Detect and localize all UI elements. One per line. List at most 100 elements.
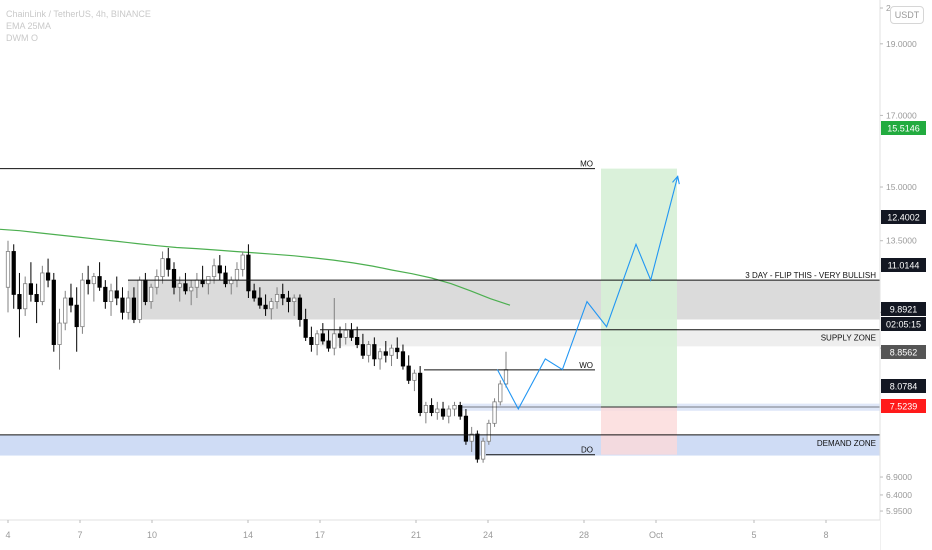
candle-body (406, 365, 411, 381)
price-badge-bg (881, 399, 926, 413)
candle-body (486, 422, 491, 442)
candle-body (177, 283, 182, 288)
candle-body (292, 297, 297, 302)
candle-body (223, 272, 228, 285)
candle-body (143, 279, 148, 302)
candle-body (240, 254, 245, 270)
dwm-indicator-label: DWM O (6, 33, 38, 43)
ema-indicator-label: EMA 25MA (6, 21, 52, 31)
candle-body (200, 279, 205, 285)
candle-body (463, 415, 469, 442)
candle-body (274, 294, 280, 302)
candle-body (332, 333, 337, 349)
candle-body (80, 279, 85, 328)
stop-area (601, 406, 677, 455)
candle-body (452, 405, 457, 410)
candle-body (435, 408, 440, 413)
x-tick-label: 24 (483, 530, 493, 540)
x-tick-label: 8 (823, 530, 828, 540)
candle-body (51, 279, 56, 345)
candle-body (395, 347, 400, 353)
y-tick-label: 13.5000 (886, 236, 917, 246)
price-badge-bg (881, 345, 926, 359)
target-area (601, 168, 677, 407)
countdown-badge: 02:05:15 (886, 320, 921, 330)
candle-body (68, 297, 74, 306)
candle-body (280, 294, 285, 299)
candle-body (360, 344, 366, 356)
candle-body (303, 319, 308, 338)
candle-body (154, 276, 159, 288)
candle-body (74, 304, 79, 328)
x-tick-label: 4 (5, 530, 10, 540)
level-label: DO (581, 446, 593, 455)
candle-body (217, 265, 222, 274)
candle-body (366, 344, 371, 356)
candle-body (34, 294, 39, 302)
candle-body (309, 336, 314, 345)
candle-body (377, 351, 383, 360)
candle-body (286, 297, 291, 302)
price-badge-bg (881, 258, 926, 272)
price-badge: 8.0784 (890, 382, 918, 392)
candle-body (503, 369, 509, 385)
candle-body (458, 405, 463, 417)
long-position-tool[interactable] (601, 168, 677, 455)
candle-body (137, 279, 142, 320)
candle-body (343, 329, 348, 338)
price-badge-bg (881, 121, 926, 135)
candle-body (131, 297, 137, 320)
price-badge: 9.8921 (890, 305, 918, 315)
x-tick-label: 28 (579, 530, 589, 540)
flip-zone (128, 280, 880, 320)
y-tick-label: 15.0000 (886, 182, 917, 192)
candle-body (5, 251, 11, 288)
candle-body (469, 433, 474, 442)
price-badge: 12.4002 (887, 213, 920, 223)
price-badge: 11.0144 (888, 261, 920, 271)
chart-legend: ChainLink / TetherUS, 4h, BINANCE EMA 25… (6, 8, 151, 44)
candle-body (412, 372, 417, 381)
level-label: MO (580, 160, 593, 169)
candle-body (171, 268, 177, 288)
price-badge: 7.5239 (890, 402, 918, 412)
candle-body (418, 372, 423, 413)
candle-body (120, 297, 125, 313)
candle-body (40, 272, 45, 302)
x-tick-label: 10 (147, 530, 157, 540)
level-label: 3 DAY - FLIP THIS - VERY BULLISH (745, 271, 876, 280)
projection-path[interactable] (496, 175, 680, 411)
candle-body (400, 351, 406, 367)
candle-body (45, 272, 51, 281)
candle-body (498, 383, 503, 403)
candle-body (23, 283, 28, 310)
candle-body (389, 347, 394, 356)
ema-line (0, 228, 511, 306)
candle-body (211, 265, 217, 277)
price-badge-bg (881, 210, 926, 224)
projection-arrowhead (672, 175, 680, 185)
price-badge-bg (881, 302, 926, 316)
currency-button[interactable]: USDT (890, 6, 924, 24)
candles-layer (5, 240, 509, 463)
y-tick-label: 19.0000 (886, 39, 917, 49)
level-label: SUPPLY ZONE (821, 334, 876, 343)
candle-body (114, 290, 119, 299)
candle-body (349, 329, 354, 338)
x-tick-label: 17 (315, 530, 325, 540)
candle-body (314, 333, 320, 345)
candle-body (337, 333, 343, 338)
candle-body (63, 297, 68, 324)
candle-body (126, 297, 131, 313)
candle-body (257, 297, 262, 306)
candle-body (194, 279, 200, 288)
candle-body (11, 251, 16, 295)
candle-body (475, 433, 480, 460)
candle-body (480, 440, 486, 460)
time-axis-bg (0, 520, 880, 550)
candle-body (492, 401, 497, 424)
y-tick-label: 6.9000 (886, 472, 912, 482)
candle-body (86, 279, 91, 285)
